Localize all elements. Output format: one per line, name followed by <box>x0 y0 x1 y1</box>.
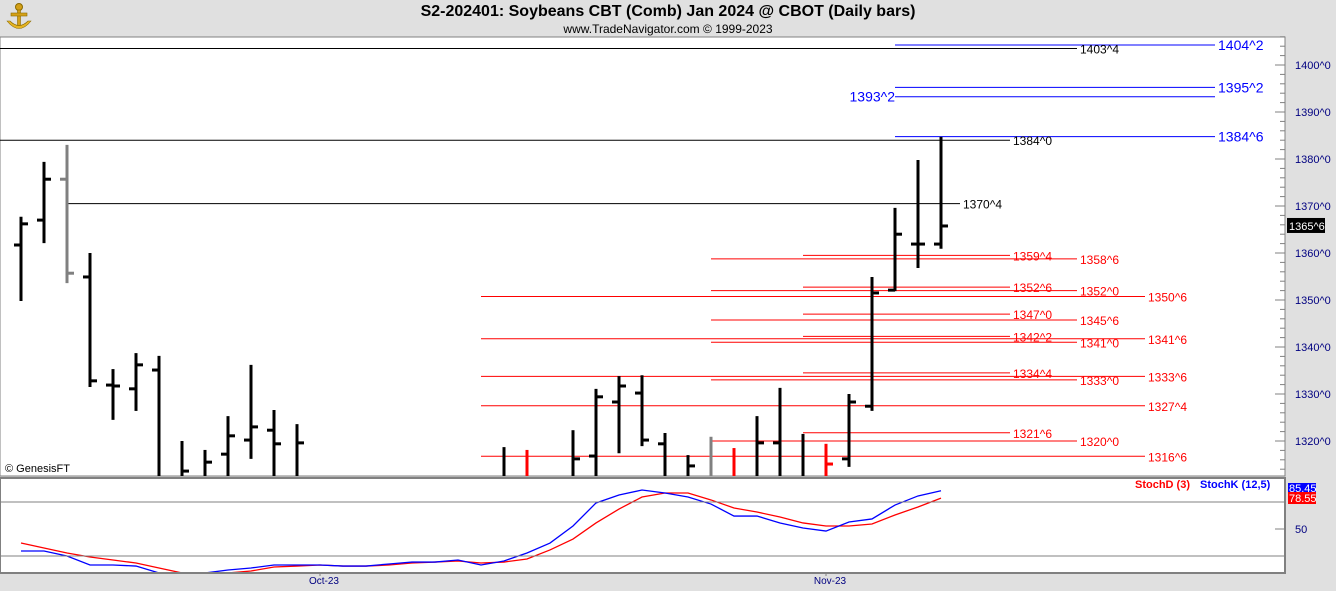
level-label: 1395^2 <box>1218 79 1264 95</box>
price-bar <box>888 207 902 292</box>
price-bar <box>686 455 695 476</box>
price-bar <box>83 253 97 387</box>
price-bar <box>203 449 212 476</box>
anchor-logo-icon <box>6 3 32 29</box>
chart-title: S2-202401: Soybeans CBT (Comb) Jan 2024 … <box>420 3 916 20</box>
watermark: © GenesisFT <box>5 463 70 475</box>
y-tick-label: 1380^0 <box>1295 154 1331 166</box>
price-bar <box>571 430 580 476</box>
x-tick-label: Nov-23 <box>814 576 847 587</box>
y-tick-label: 1390^0 <box>1295 107 1331 119</box>
price-bar <box>842 394 856 467</box>
price-bar <box>773 387 782 476</box>
stoch-line <box>21 489 942 572</box>
chart-header: S2-202401: Soybeans CBT (Comb) Jan 2024 … <box>0 0 1336 37</box>
stoch-line <box>20 492 942 572</box>
level-label: 1316^6 <box>1148 450 1187 464</box>
y-tick-label: 1350^0 <box>1295 295 1331 307</box>
price-bar <box>106 369 120 420</box>
level-label: 1342^2 <box>1013 330 1052 344</box>
price-bar <box>589 388 603 476</box>
level-label: 1345^6 <box>1080 314 1119 328</box>
level-label: 1347^0 <box>1013 308 1052 322</box>
y-tick-label: 1400^0 <box>1295 60 1331 72</box>
y-tick-label: 1330^0 <box>1295 389 1331 401</box>
price-bar <box>865 276 879 411</box>
y-tick-label: 1340^0 <box>1295 342 1331 354</box>
level-label: 1334^4 <box>1013 367 1052 381</box>
price-bar <box>267 409 281 476</box>
last-price-label: 1365^6 <box>1289 221 1325 233</box>
level-label: 1404^2 <box>1218 37 1264 53</box>
price-bar <box>755 416 764 476</box>
price-bar <box>129 353 143 411</box>
price-bar <box>180 441 189 476</box>
price-bar <box>244 364 258 459</box>
price-bar <box>221 416 235 476</box>
level-label: 1384^6 <box>1218 129 1264 145</box>
level-label: 1370^4 <box>963 198 1002 212</box>
stoch-tick-label: 50 <box>1295 524 1307 536</box>
price-bar <box>934 136 948 249</box>
level-label: 1333^0 <box>1080 374 1119 388</box>
level-label: 1384^0 <box>1013 134 1052 148</box>
stochK-value-box <box>1288 483 1316 493</box>
level-label: 1393^2 <box>850 89 896 105</box>
price-bar <box>658 433 667 476</box>
price-plot <box>0 44 1215 476</box>
price-bar <box>14 216 28 301</box>
stoch-plot <box>20 489 942 572</box>
chart-subtitle: www.TradeNavigator.com © 1999-2023 <box>563 22 773 36</box>
level-label: 1341^0 <box>1080 336 1119 350</box>
price-bar <box>152 355 161 476</box>
level-label: 1352^6 <box>1013 281 1052 295</box>
price-bar <box>295 424 304 476</box>
level-label: 1359^4 <box>1013 249 1052 263</box>
stochD-value: 78.55 <box>1289 493 1317 505</box>
stochD-legend: StochD (3) <box>1135 479 1190 491</box>
level-label: 1321^6 <box>1013 427 1052 441</box>
level-label: 1352^0 <box>1080 285 1119 299</box>
level-label: 1358^6 <box>1080 253 1119 267</box>
price-bar <box>37 161 51 244</box>
stoch-panel <box>0 477 1286 574</box>
level-label: 1350^6 <box>1148 290 1187 304</box>
y-tick-label: 1320^0 <box>1295 436 1331 448</box>
stochD-value-box <box>1288 492 1316 504</box>
level-label: 1333^6 <box>1148 370 1187 384</box>
level-label: 1341^6 <box>1148 333 1187 347</box>
level-label: 1403^4 <box>1080 43 1119 57</box>
y-tick-label: 1360^0 <box>1295 248 1331 260</box>
price-bar <box>60 144 74 284</box>
price-bar <box>824 443 833 476</box>
level-label: 1320^0 <box>1080 435 1119 449</box>
stochK-legend: StochK (12,5) <box>1200 479 1271 491</box>
last-price-box <box>1287 217 1325 233</box>
price-bar <box>911 159 925 269</box>
x-tick-label: Oct-23 <box>309 576 339 587</box>
price-bar <box>612 376 626 454</box>
level-label: 1327^4 <box>1148 400 1187 414</box>
price-bar <box>635 375 649 447</box>
y-tick-label: 1370^0 <box>1295 201 1331 213</box>
